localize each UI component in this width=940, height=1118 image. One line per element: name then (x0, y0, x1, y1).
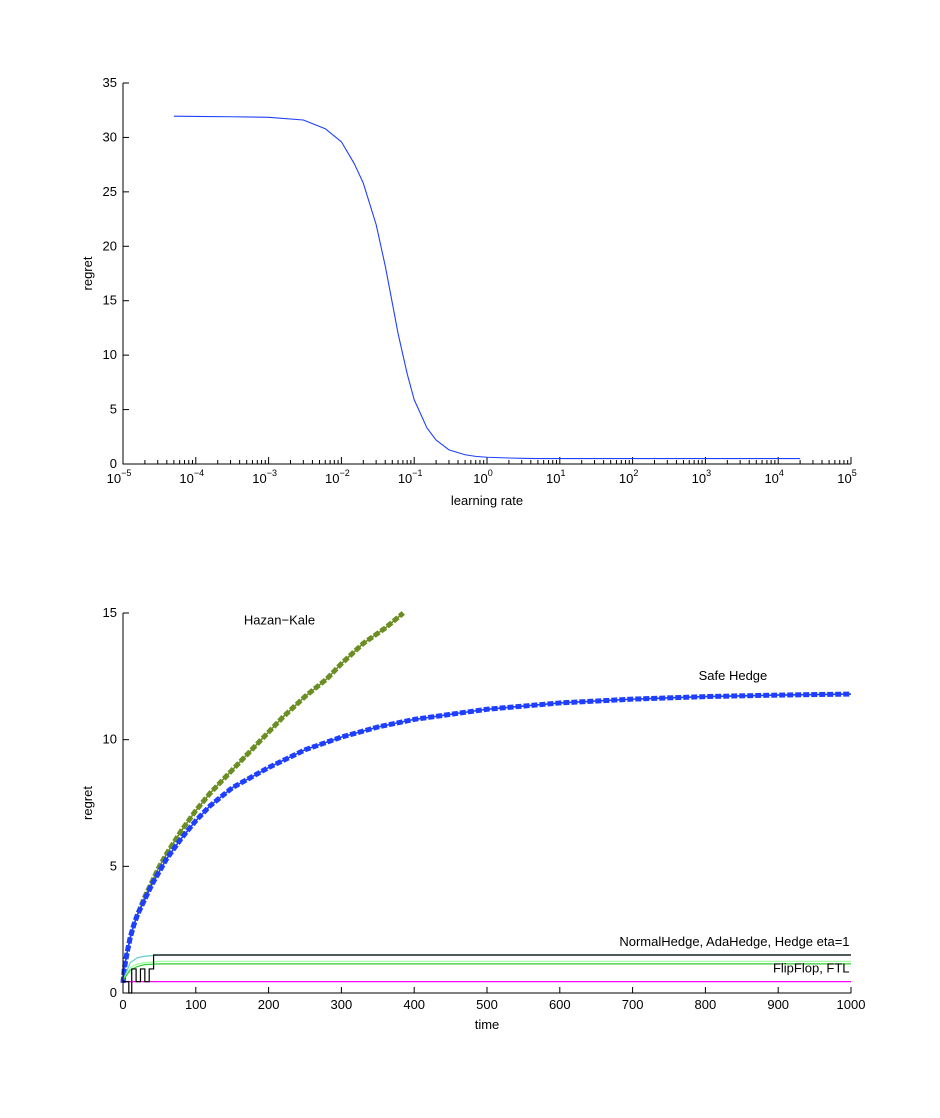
hedge-eta-1-line (122, 963, 851, 981)
y-tick-label: 10 (103, 347, 117, 362)
x-tick-label: 400 (403, 997, 425, 1012)
series-annotation: FlipFlop, FTL (773, 961, 850, 976)
x-tick-label: 101 (546, 468, 565, 486)
x-tick-label: 10−3 (252, 468, 277, 486)
safe-hedge-line (122, 693, 852, 983)
x-tick-label: 10−4 (179, 468, 204, 486)
series-annotation: Safe Hedge (699, 668, 768, 683)
x-tick-label: 105 (837, 468, 856, 486)
x-tick-label: 500 (476, 997, 498, 1012)
x-tick-label: 100 (473, 468, 492, 486)
y-tick-label: 5 (110, 858, 117, 873)
y-tick-label: 5 (110, 402, 117, 417)
x-tick-label: 200 (258, 997, 280, 1012)
x-axis-label-time: time (475, 1017, 500, 1032)
series-annotation: NormalHedge, AdaHedge, Hedge eta=1 (619, 934, 849, 949)
x-tick-label: 600 (549, 997, 571, 1012)
regret-y-tick-labels: 0 5 10 15 (103, 605, 117, 1000)
y-tick-label: 15 (103, 605, 117, 620)
series-annotation: Hazan−Kale (244, 612, 315, 627)
regret-series (120, 611, 852, 994)
y-tick-label: 10 (103, 732, 117, 747)
adahedge-line (122, 960, 851, 981)
x-tick-label: 300 (331, 997, 353, 1012)
y-tick-label: 0 (110, 985, 117, 1000)
learning-rate-x-tick-labels: 10−5 10−4 10−3 10−2 10−1 100 101 102 103 104 105 (107, 468, 857, 486)
regret-over-time-axes (122, 613, 851, 994)
learning-rate-ticks (122, 82, 852, 465)
x-tick-label: 10−5 (107, 468, 132, 486)
y-tick-label: 35 (103, 75, 117, 90)
x-tick-label: 800 (695, 997, 717, 1012)
y-tick-label: 15 (103, 293, 117, 308)
x-tick-label: 104 (764, 468, 783, 486)
x-tick-label: 10−1 (398, 468, 423, 486)
learning-rate-y-tick-labels: 0 5 10 15 20 25 30 35 (103, 75, 117, 471)
regret-vs-learning-rate-line (173, 115, 801, 460)
x-tick-label: 100 (185, 997, 207, 1012)
x-tick-label: 700 (622, 997, 644, 1012)
x-tick-label: 0 (119, 997, 126, 1012)
y-tick-label: 25 (103, 184, 117, 199)
time-x-tick-labels: 0 100 200 300 400 500 600 700 800 900 1000 (119, 997, 865, 1012)
y-axis-label-regret-bottom: regret (80, 786, 95, 820)
learning-rate-axes (122, 83, 851, 465)
x-tick-label: 102 (619, 468, 638, 486)
learning-rate-series (173, 115, 801, 460)
x-tick-label: 10−2 (325, 468, 350, 486)
x-tick-label: 900 (767, 997, 789, 1012)
x-axis-label-learning-rate: learning rate (451, 493, 523, 508)
y-tick-label: 30 (103, 129, 117, 144)
x-tick-label: 1000 (837, 997, 866, 1012)
series-annotations: Hazan−Kale Safe Hedge NormalHedge, AdaHedg… (244, 612, 850, 975)
y-tick-label: 20 (103, 238, 117, 253)
y-axis-label-regret-top: regret (80, 256, 95, 290)
y-tick-label: 0 (110, 456, 117, 471)
x-tick-label: 103 (692, 468, 711, 486)
